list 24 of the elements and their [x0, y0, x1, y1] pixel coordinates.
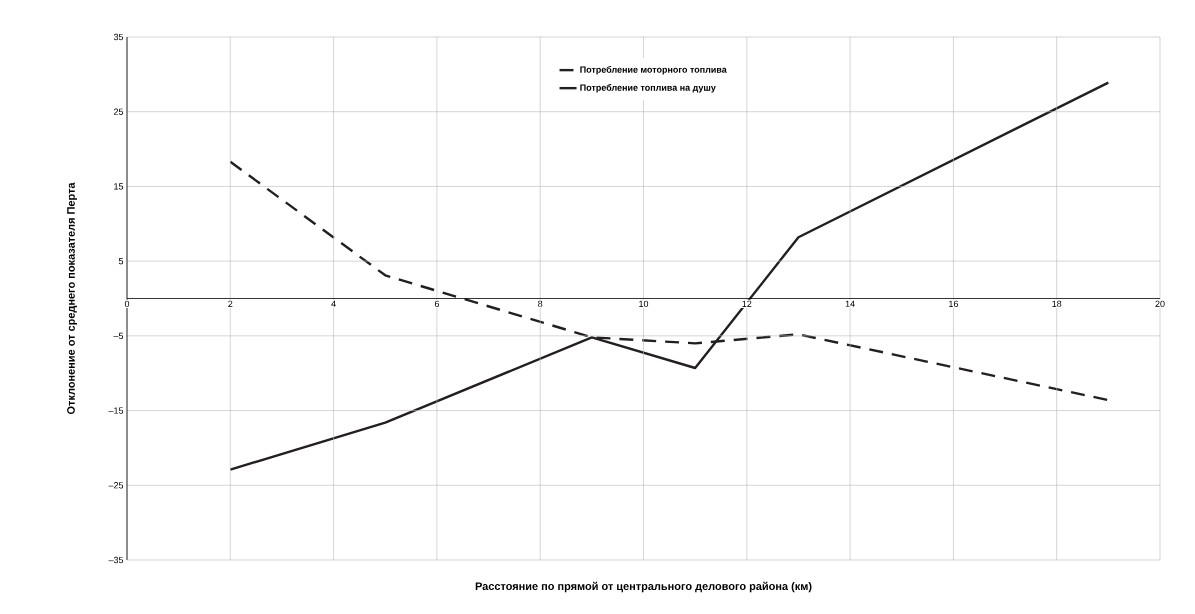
x-tick-label: 0 — [124, 300, 130, 308]
y-tick-label: –15 — [108, 407, 124, 414]
legend-label: Потребление моторного топлива — [580, 66, 727, 75]
x-tick-label: 12 — [742, 300, 752, 307]
x-axis-title: Расстояние по прямой от центрального делового района (км) — [475, 581, 812, 593]
x-tick-label: 16 — [949, 300, 958, 308]
line-series — [229, 81, 1110, 471]
y-tick-label: 5 — [118, 258, 124, 265]
x-tick-label: 14 — [845, 300, 855, 307]
y-tick-label: 25 — [113, 108, 124, 115]
y-tick-label: –5 — [113, 332, 124, 339]
x-tick-label: 4 — [331, 300, 336, 307]
x-tick-label: 20 — [1155, 300, 1165, 308]
x-tick-label: 8 — [538, 300, 543, 308]
y-tick-label: –35 — [108, 556, 124, 564]
y-tick-label: –25 — [108, 482, 124, 489]
x-tick-label: 6 — [434, 300, 440, 308]
legend-label: Потребление топлива на душу — [580, 84, 716, 93]
y-tick-label: 15 — [114, 183, 124, 190]
x-tick-label: 18 — [1052, 300, 1062, 308]
y-axis-title: Отклонение от среднего показателя Перта — [67, 182, 77, 415]
y-tick-label: 35 — [113, 33, 124, 41]
x-tick-label: 10 — [639, 300, 649, 308]
x-tick-label: 2 — [228, 300, 233, 307]
